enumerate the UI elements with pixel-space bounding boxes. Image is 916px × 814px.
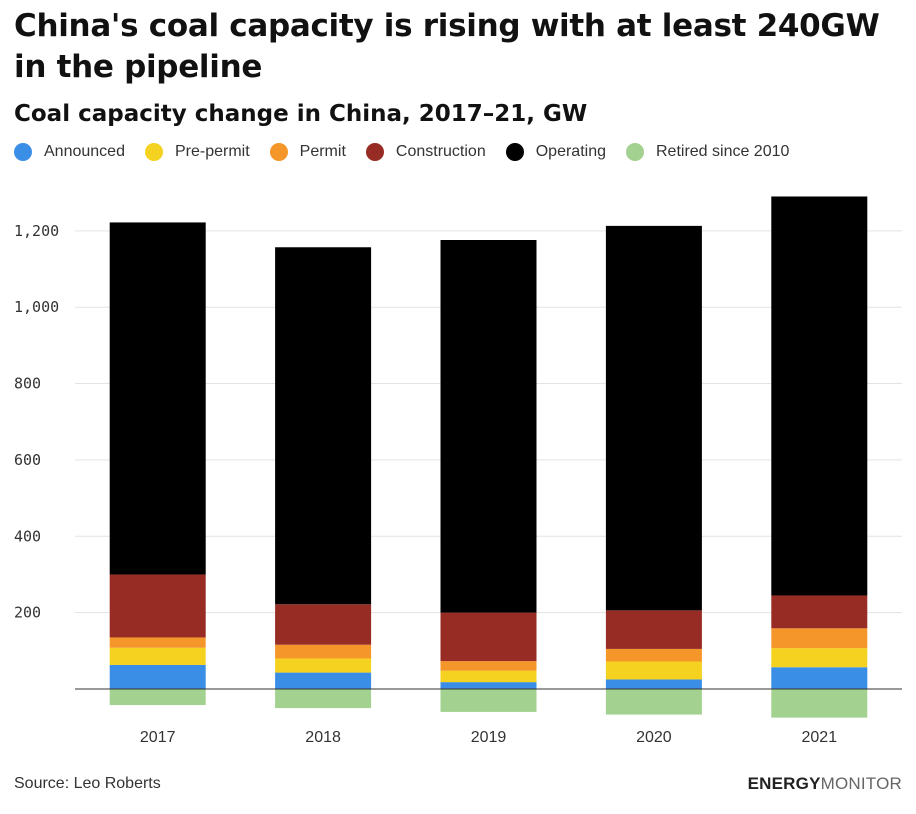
legend-swatch (365, 143, 384, 161)
chart-title: China's coal capacity is rising with at … (14, 8, 880, 85)
bar-segment-operating-2020 (605, 225, 702, 611)
legend-label: Construction (395, 143, 486, 160)
y-tick-label: 1,000 (14, 298, 59, 316)
legend-label: Announced (44, 143, 125, 160)
legend-swatch (505, 143, 524, 161)
bar-segment-announced-2017 (109, 664, 206, 689)
y-tick-label: 1,200 (14, 222, 59, 240)
bar-segment-announced-2019 (440, 682, 537, 689)
bar-segment-pre-permit-2017 (109, 647, 206, 665)
bar-segment-pre-permit-2019 (440, 670, 537, 683)
bar-segment-operating-2021 (771, 196, 868, 596)
source-note: Source: Leo Roberts (14, 775, 161, 792)
legend-swatch (14, 143, 32, 161)
bar-segment-retired-since-2010-2017 (109, 689, 206, 706)
x-tick-label: 2019 (471, 729, 507, 746)
x-tick-label: 2017 (140, 729, 176, 746)
legend-label: Pre-permit (174, 143, 250, 160)
legend-item-construction: Construction (365, 143, 486, 161)
bar-segment-construction-2018 (275, 604, 372, 645)
brand-logo-light: MONITOR (820, 774, 902, 793)
legend-swatch (625, 143, 644, 161)
bar-segment-announced-2021 (771, 667, 868, 689)
bar-segment-retired-since-2010-2019 (440, 689, 537, 712)
bar-segment-construction-2021 (771, 595, 868, 629)
legend-label: Operating (535, 143, 606, 160)
legend-item-retired-since-2010: Retired since 2010 (625, 143, 790, 161)
bar-segment-operating-2018 (275, 247, 372, 605)
bar-segment-operating-2019 (440, 240, 537, 613)
legend-item-announced: Announced (14, 143, 125, 161)
legend-label: Permit (299, 143, 346, 160)
bar-segment-operating-2017 (109, 222, 206, 575)
bar-segment-retired-since-2010-2018 (275, 689, 372, 709)
legend: Announced Pre-permit Permit Construction Ope… (14, 143, 809, 161)
x-tick-label: 2018 (305, 729, 341, 746)
brand-logo-bold: ENERGY (747, 774, 821, 793)
bar-segment-permit-2017 (109, 637, 206, 648)
bar-segment-pre-permit-2018 (275, 658, 372, 673)
bar-chart: 200 400 600 800 1,000 1,200 2017 2018 2019 2020 20… (14, 196, 902, 746)
legend-item-pre-permit: Pre-permit (144, 143, 250, 161)
y-tick-label: 600 (14, 451, 41, 469)
bar-segment-construction-2020 (605, 610, 702, 649)
bar-segment-announced-2018 (275, 672, 372, 689)
chart-subtitle: Coal capacity change in China, 2017–21, … (14, 101, 588, 127)
legend-swatch (144, 143, 163, 161)
bar-segment-retired-since-2010-2021 (771, 689, 868, 718)
legend-item-permit: Permit (269, 143, 346, 161)
bar-segment-permit-2018 (275, 644, 372, 659)
bar-segment-announced-2020 (605, 679, 702, 689)
bar-segment-permit-2019 (440, 661, 537, 671)
x-tick-label: 2021 (802, 729, 838, 746)
bar-segment-pre-permit-2021 (771, 648, 868, 668)
y-tick-label: 800 (14, 375, 41, 393)
bar-segment-construction-2017 (109, 574, 206, 638)
brand-logo: ENERGYMONITOR (748, 774, 902, 794)
bar-segment-permit-2021 (771, 628, 868, 649)
legend-label: Retired since 2010 (655, 143, 790, 160)
legend-item-operating: Operating (505, 143, 606, 161)
bar-segment-permit-2020 (605, 648, 702, 662)
bar-segment-construction-2019 (440, 612, 537, 662)
bar-segment-retired-since-2010-2020 (605, 689, 702, 715)
y-tick-label: 400 (14, 527, 41, 545)
legend-swatch (269, 143, 288, 161)
x-tick-label: 2020 (636, 729, 672, 746)
y-tick-label: 200 (14, 604, 41, 622)
bar-segment-pre-permit-2020 (605, 661, 702, 680)
